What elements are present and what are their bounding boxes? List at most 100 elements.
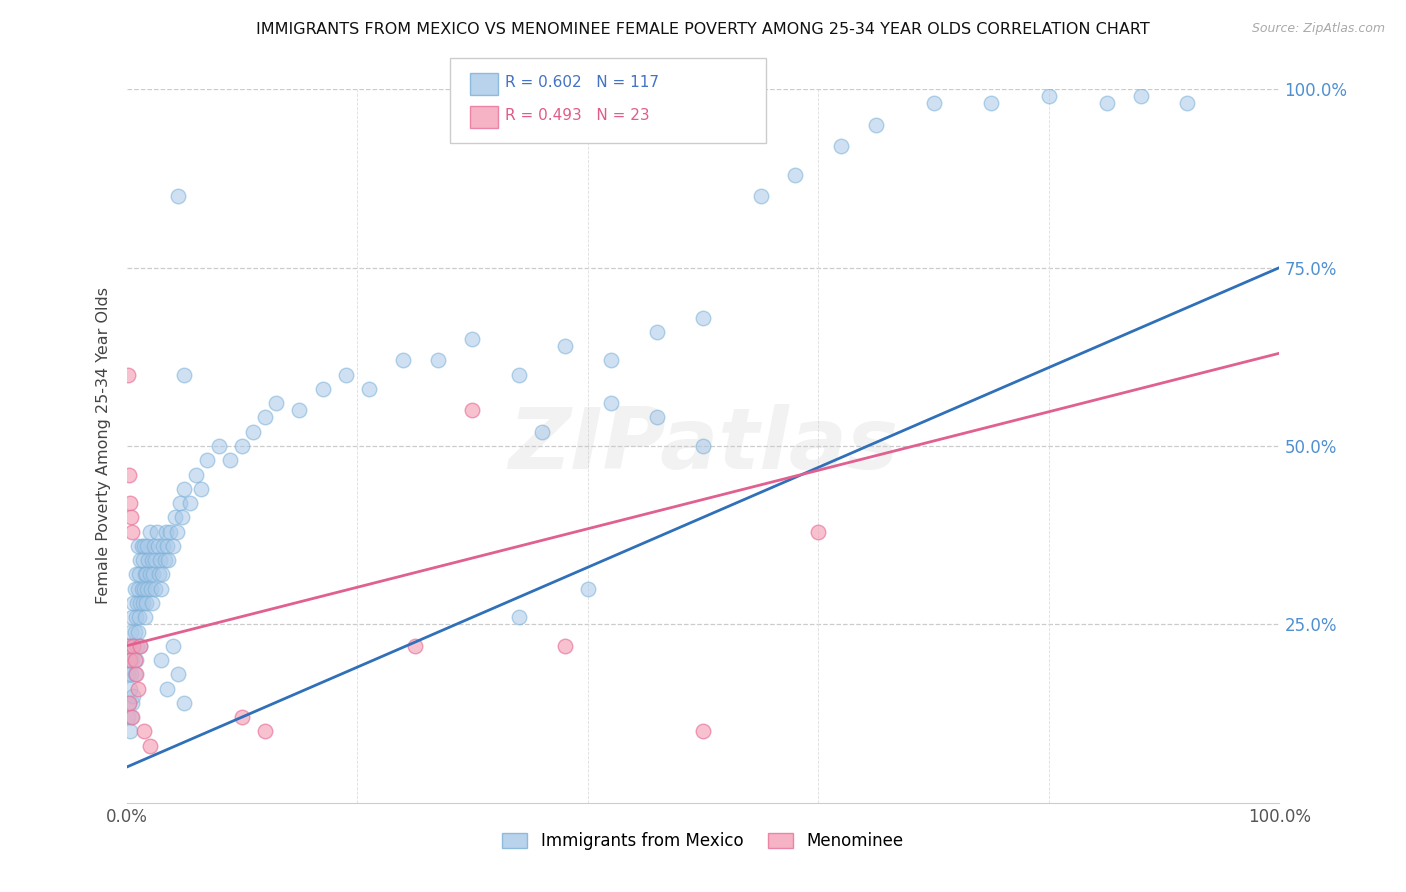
Point [554,639,576,653]
Point [117,639,139,653]
Point [169,496,191,510]
Point [138,739,160,753]
Point [461,403,484,417]
Point [179,496,201,510]
Point [141,596,163,610]
Point [118,639,141,653]
Point [153,553,176,567]
Point [146,539,169,553]
Point [208,439,231,453]
Point [124,582,146,596]
Point [150,653,173,667]
Point [335,368,357,382]
Point [122,639,145,653]
Point [167,189,190,203]
Point [1175,96,1198,111]
Point [184,467,207,482]
Point [135,596,157,610]
Point [134,567,156,582]
Point [121,524,143,539]
Point [645,325,668,339]
Point [231,710,253,724]
Point [120,510,142,524]
Point [125,610,148,624]
Point [159,524,181,539]
Text: Source: ZipAtlas.com: Source: ZipAtlas.com [1251,22,1385,36]
Point [426,353,449,368]
Point [117,368,139,382]
Point [150,582,173,596]
Text: ZIPatlas: ZIPatlas [508,404,898,488]
Point [288,403,311,417]
Point [150,567,173,582]
Point [242,425,264,439]
Point [599,353,621,368]
Text: R = 0.493   N = 23: R = 0.493 N = 23 [505,109,650,123]
Point [121,653,143,667]
Point [118,653,141,667]
Point [134,610,156,624]
Point [142,567,165,582]
Point [231,439,253,453]
Point [131,539,153,553]
Point [127,681,149,696]
Point [135,567,157,582]
Point [167,667,190,681]
Point [173,482,195,496]
Point [1038,89,1060,103]
Point [357,382,380,396]
Point [127,624,149,639]
Point [118,724,141,739]
Point [253,410,276,425]
Point [121,696,143,710]
Point [1130,89,1153,103]
Point [149,553,172,567]
Point [865,118,887,132]
Point [1095,96,1118,111]
Point [118,653,141,667]
Point [125,596,148,610]
Point [131,553,153,567]
Point [120,624,142,639]
Point [922,96,945,111]
Point [530,425,553,439]
Point [692,724,714,739]
Point [404,639,426,653]
Point [163,510,186,524]
Point [121,610,143,624]
Point [156,539,179,553]
Point [173,368,195,382]
Point [118,696,141,710]
Point [156,681,179,696]
Point [155,524,177,539]
Point [692,310,714,325]
Point [645,410,668,425]
Point [129,596,152,610]
Point [122,639,145,653]
Point [138,524,160,539]
Point [132,582,155,596]
Point [166,524,188,539]
Point [141,553,163,567]
Text: IMMIGRANTS FROM MEXICO VS MENOMINEE FEMALE POVERTY AMONG 25-34 YEAR OLDS CORRELA: IMMIGRANTS FROM MEXICO VS MENOMINEE FEMA… [256,22,1150,37]
Point [576,582,599,596]
Point [131,582,153,596]
Point [253,724,276,739]
Point [162,539,184,553]
Text: R = 0.602   N = 117: R = 0.602 N = 117 [505,76,659,90]
Point [120,667,142,681]
Point [127,539,149,553]
Point [138,567,160,582]
Point [136,582,159,596]
Point [128,610,150,624]
Point [173,696,195,710]
Point [129,639,152,653]
Point [118,496,141,510]
Point [830,139,852,153]
Point [392,353,415,368]
Point [157,553,180,567]
Point [138,553,160,567]
Point [118,696,141,710]
Point [508,368,530,382]
Point [219,453,242,467]
